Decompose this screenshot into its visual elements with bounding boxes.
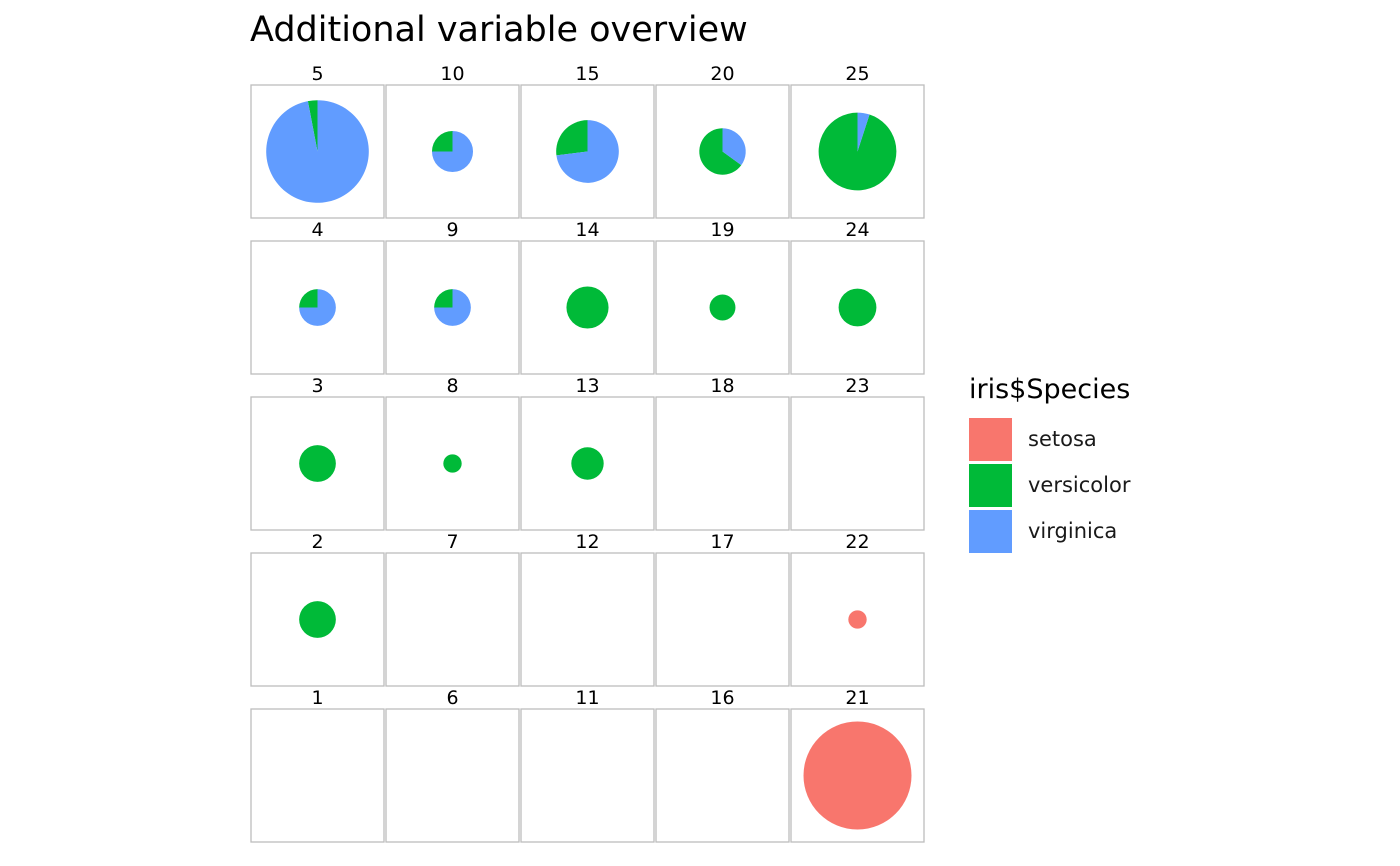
legend-title: iris$Species <box>969 374 1130 405</box>
pie-slice-virginica <box>722 128 746 166</box>
panel-label: 16 <box>710 687 734 709</box>
panel-label: 22 <box>845 531 869 553</box>
pie-slice-versicolor <box>838 288 877 327</box>
legend-label: versicolor <box>1028 473 1131 497</box>
legend-label: virginica <box>1028 519 1117 543</box>
panel-box <box>655 708 790 843</box>
panel-label: 17 <box>710 531 734 553</box>
pie-slice-versicolor <box>818 112 897 191</box>
panel-label: 23 <box>845 375 869 397</box>
panel-label: 6 <box>446 687 458 709</box>
panel-label: 8 <box>446 375 458 397</box>
panel-13: 13 <box>520 375 655 531</box>
pie-slice-setosa <box>848 610 867 629</box>
panel-label: 7 <box>446 531 458 553</box>
panel-20: 20 <box>655 63 790 219</box>
panel-label: 14 <box>575 219 599 241</box>
panel-box <box>520 552 655 687</box>
panel-24: 24 <box>790 219 925 375</box>
panel-14: 14 <box>520 219 655 375</box>
panel-19: 19 <box>655 219 790 375</box>
pie-slice-versicolor <box>709 294 736 321</box>
panel-3: 3 <box>250 375 385 531</box>
panel-label: 4 <box>311 219 323 241</box>
pie-slice-versicolor <box>299 445 336 482</box>
chart-title: Additional variable overview <box>250 10 748 50</box>
panel-6: 6 <box>385 687 520 843</box>
pie-slice-versicolor <box>571 447 604 480</box>
panel-label: 1 <box>311 687 323 709</box>
legend-item-setosa: setosa <box>969 418 1097 461</box>
legend-key <box>969 418 1012 461</box>
panel-25: 25 <box>790 63 925 219</box>
pie-slice-virginica <box>299 289 336 326</box>
panel-box <box>385 708 520 843</box>
pie-slice-versicolor <box>434 289 453 308</box>
pie-slice-versicolor <box>699 128 742 175</box>
pie-slice-versicolor <box>431 130 453 152</box>
panel-23: 23 <box>790 375 925 531</box>
panel-label: 20 <box>710 63 734 85</box>
panel-label: 2 <box>311 531 323 553</box>
pie-slice-versicolor <box>299 289 318 308</box>
panel-9: 9 <box>385 219 520 375</box>
panel-7: 7 <box>385 531 520 687</box>
pie-slice-versicolor <box>299 601 336 638</box>
panel-4: 4 <box>250 219 385 375</box>
panel-box <box>655 552 790 687</box>
panel-box <box>520 708 655 843</box>
pie-slice-virginica <box>556 120 619 183</box>
pie-slice-versicolor <box>443 454 462 473</box>
pie-slice-virginica <box>266 100 369 203</box>
panel-21: 21 <box>790 687 925 843</box>
panel-label: 19 <box>710 219 734 241</box>
legend-key <box>969 510 1012 553</box>
panel-10: 10 <box>385 63 520 219</box>
panel-18: 18 <box>655 375 790 531</box>
pie-slice-versicolor <box>566 286 609 329</box>
panel-label: 13 <box>575 375 599 397</box>
panel-15: 15 <box>520 63 655 219</box>
pie-slice-setosa <box>803 721 912 830</box>
panel-11: 11 <box>520 687 655 843</box>
panel-box <box>385 552 520 687</box>
panel-2: 2 <box>250 531 385 687</box>
panel-12: 12 <box>520 531 655 687</box>
panel-label: 5 <box>311 63 323 85</box>
panel-1: 1 <box>250 687 385 843</box>
panel-box <box>790 396 925 531</box>
legend-item-virginica: virginica <box>969 510 1117 553</box>
panel-label: 21 <box>845 687 869 709</box>
panel-label: 9 <box>446 219 458 241</box>
legend-label: setosa <box>1028 427 1097 451</box>
pie-slice-versicolor <box>556 120 588 156</box>
pie-slice-virginica <box>434 289 471 326</box>
panel-label: 15 <box>575 63 599 85</box>
panel-label: 12 <box>575 531 599 553</box>
pie-slice-virginica <box>857 112 870 152</box>
panel-label: 11 <box>575 687 599 709</box>
panel-5: 5 <box>250 63 385 219</box>
panel-22: 22 <box>790 531 925 687</box>
legend-items: setosa versicolor virginica <box>969 418 1131 553</box>
pie-slice-versicolor <box>307 100 318 152</box>
panel-label: 24 <box>845 219 869 241</box>
panel-label: 10 <box>440 63 464 85</box>
panel-label: 25 <box>845 63 869 85</box>
panel-17: 17 <box>655 531 790 687</box>
legend-item-versicolor: versicolor <box>969 464 1131 507</box>
panel-label: 18 <box>710 375 734 397</box>
legend: iris$Species setosa versicolor virginica <box>969 374 1131 553</box>
pie-slice-virginica <box>431 130 474 173</box>
legend-key <box>969 464 1012 507</box>
panel-16: 16 <box>655 687 790 843</box>
panel-grid: 5 10 15 20 254 9 14 19 243 8 13 18 232 7 12 17 221 6 11 16 2… <box>250 63 925 843</box>
panel-box <box>250 708 385 843</box>
panel-8: 8 <box>385 375 520 531</box>
panel-box <box>655 396 790 531</box>
panel-label: 3 <box>311 375 323 397</box>
